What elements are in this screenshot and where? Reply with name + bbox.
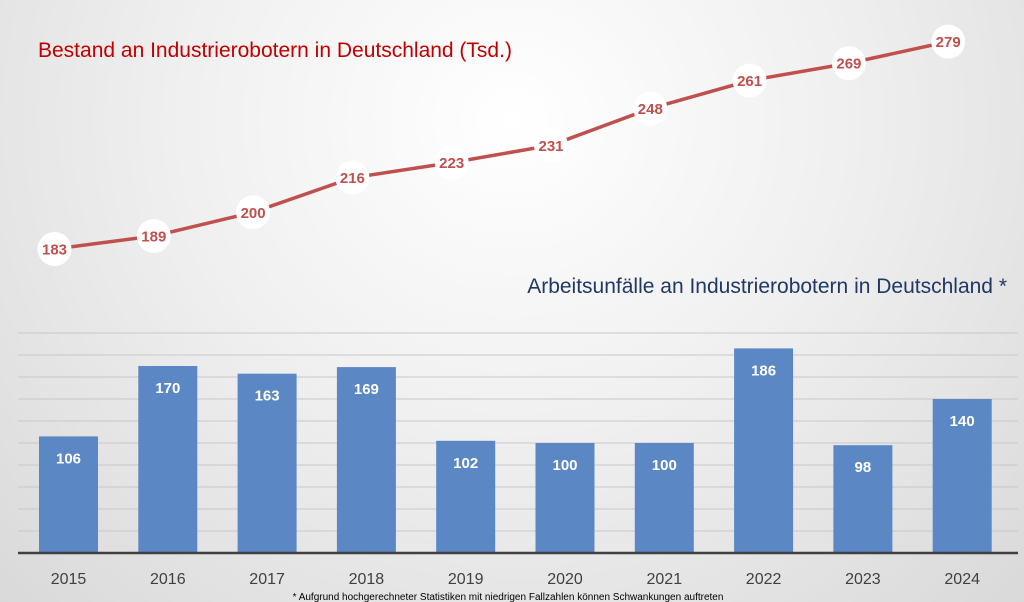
bar — [237, 373, 297, 553]
line-value-label: 269 — [836, 56, 861, 73]
line-marker — [136, 219, 171, 254]
bar — [138, 366, 198, 553]
x-tick-label: 2015 — [51, 571, 87, 588]
line-series: 183 189 200 216 223 231 248 261 269 279 — [37, 24, 966, 266]
line-marker — [633, 91, 668, 126]
line-path — [54, 39, 949, 251]
line-marker — [37, 232, 72, 266]
bar-value-label: 106 — [56, 450, 81, 467]
x-tick-label: 2022 — [746, 571, 782, 588]
line-marker — [335, 160, 370, 195]
line-value-label: 183 — [42, 242, 67, 259]
line-value-label: 231 — [538, 138, 563, 155]
bar-value-label: 102 — [453, 455, 478, 472]
line-value-label: 279 — [936, 34, 961, 51]
bar-value-label: 186 — [751, 362, 776, 379]
line-marker — [534, 128, 568, 163]
line-marker — [434, 145, 469, 180]
line-value-label: 261 — [737, 73, 762, 90]
bar — [436, 440, 496, 553]
x-tick-label: 2021 — [647, 571, 683, 588]
bar-value-label: 163 — [255, 388, 280, 405]
line-chart-title: Bestand an Industrierobotern in Deutschl… — [38, 39, 512, 62]
bar — [634, 443, 694, 553]
footnote: * Aufgrund hochgerechneter Statistiken m… — [293, 592, 724, 602]
line-value-label: 200 — [241, 205, 266, 222]
x-tick-label: 2019 — [448, 571, 484, 588]
x-tick-label: 2023 — [845, 571, 881, 588]
bar-value-label: 169 — [354, 381, 379, 398]
bar-value-label: 100 — [552, 457, 577, 474]
line-marker — [732, 63, 767, 98]
x-tick-label: 2020 — [547, 571, 583, 588]
line-value-label: 223 — [439, 155, 464, 172]
x-axis-ticks: 2015 2016 2017 2018 2019 2020 2021 2022 2023 2024 — [51, 571, 980, 588]
line-marker — [831, 46, 866, 81]
bar-series: 106 170 163 169 102 100 100 186 98 140 — [39, 348, 992, 553]
line-marker — [931, 24, 966, 59]
x-tick-label: 2018 — [349, 571, 385, 588]
bar — [833, 445, 893, 553]
bar-value-label: 170 — [155, 380, 180, 397]
line-value-label: 189 — [141, 229, 166, 246]
bar-value-label: 98 — [855, 459, 872, 476]
bar — [932, 399, 992, 553]
bar-chart-title: Arbeitsunfälle an Industrierobotern in D… — [527, 275, 1007, 298]
bar-value-label: 140 — [950, 413, 975, 430]
bar — [535, 443, 595, 553]
bar-value-label: 100 — [652, 457, 677, 474]
line-value-label: 216 — [340, 170, 365, 187]
bar — [734, 348, 794, 553]
x-tick-label: 2016 — [150, 571, 186, 588]
bar — [336, 367, 396, 553]
x-tick-label: 2024 — [944, 571, 980, 588]
line-value-label: 248 — [638, 101, 663, 118]
x-tick-label: 2017 — [249, 571, 285, 588]
bar — [39, 436, 98, 553]
line-marker — [236, 195, 271, 230]
